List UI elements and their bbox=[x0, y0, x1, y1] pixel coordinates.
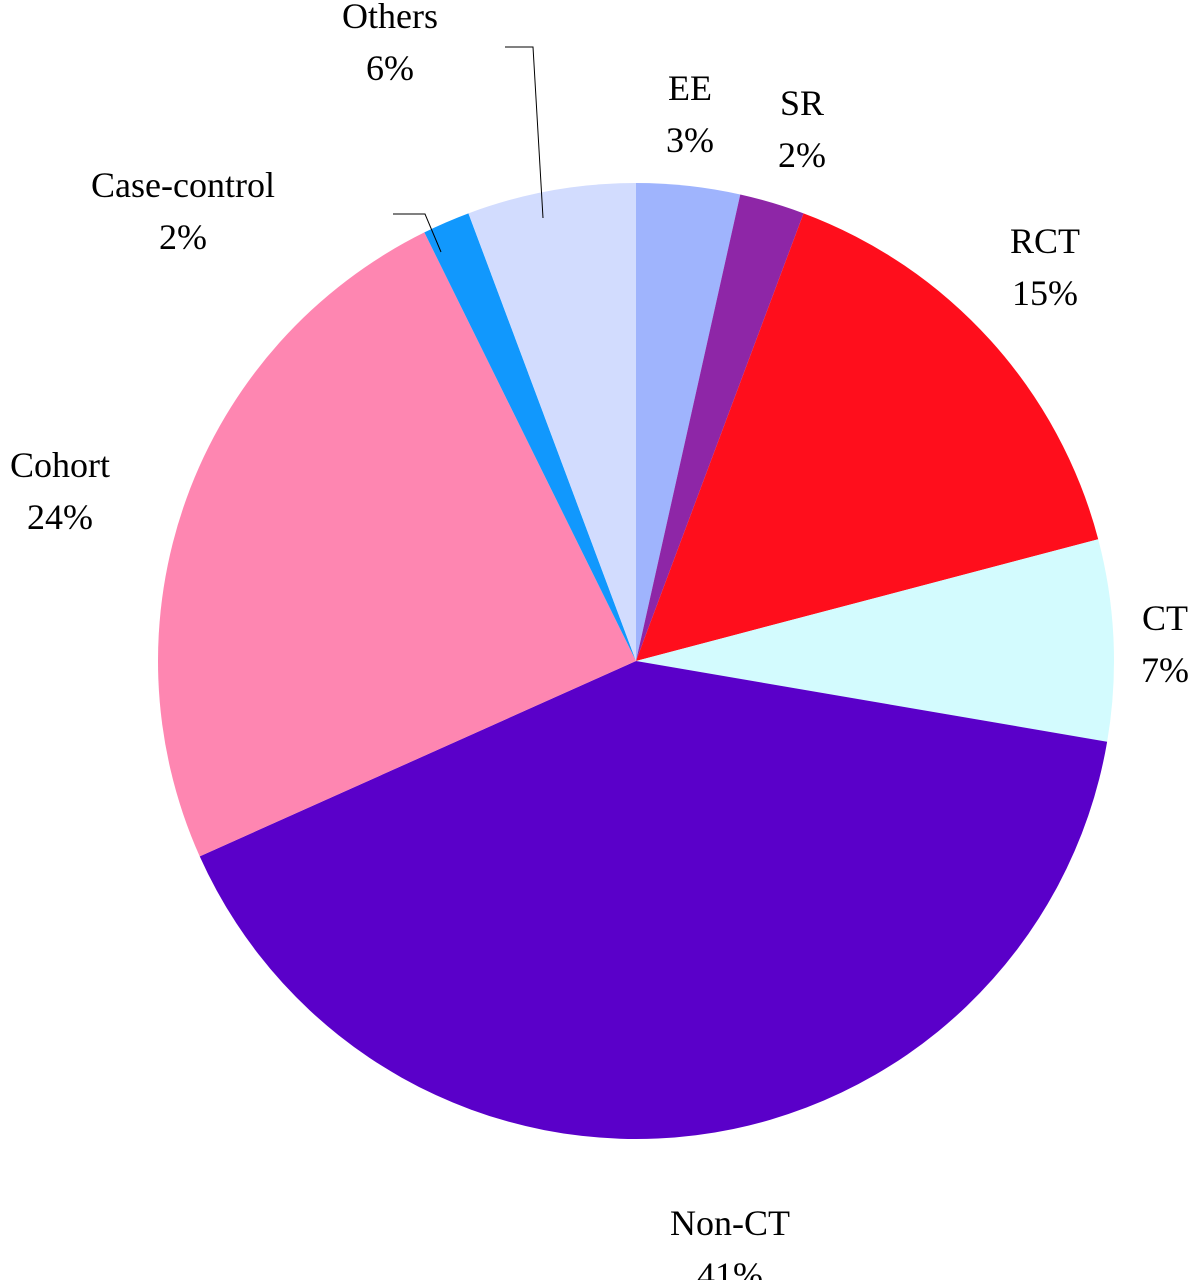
leader-line-case-control bbox=[393, 213, 442, 253]
label-value-case-control: 2% bbox=[159, 217, 207, 257]
slice-case-control bbox=[424, 213, 636, 661]
label-name-rct: RCT bbox=[1010, 221, 1080, 261]
slice-others bbox=[468, 183, 636, 661]
slice-labels: EE 3% SR 2% RCT 15% CT 7% Non-CT 41% Cohort 24% Case… bbox=[10, 0, 1189, 1280]
label-value-rct: 15% bbox=[1012, 273, 1078, 313]
slice-rct bbox=[636, 213, 1099, 661]
pie-slices bbox=[158, 183, 1115, 1140]
leader-lines bbox=[393, 46, 544, 253]
label-name-others: Others bbox=[342, 0, 438, 36]
label-value-cohort: 24% bbox=[27, 497, 93, 537]
label-value-others: 6% bbox=[366, 48, 414, 88]
label-name-sr: SR bbox=[780, 83, 824, 123]
label-value-non-ct: 41% bbox=[697, 1255, 763, 1280]
slice-non-ct bbox=[199, 661, 1108, 1140]
slice-ee bbox=[636, 183, 741, 661]
label-name-case-control: Case-control bbox=[91, 165, 275, 205]
label-name-ct: CT bbox=[1142, 598, 1188, 638]
leader-line-others bbox=[505, 46, 544, 219]
label-value-ct: 7% bbox=[1141, 650, 1189, 690]
label-value-ee: 3% bbox=[666, 120, 714, 160]
slice-sr bbox=[636, 194, 804, 661]
label-value-sr: 2% bbox=[778, 135, 826, 175]
slice-ct bbox=[636, 539, 1115, 742]
label-name-ee: EE bbox=[668, 68, 712, 108]
slice-cohort bbox=[158, 232, 636, 857]
label-name-cohort: Cohort bbox=[10, 445, 110, 485]
label-name-non-ct: Non-CT bbox=[670, 1203, 790, 1243]
